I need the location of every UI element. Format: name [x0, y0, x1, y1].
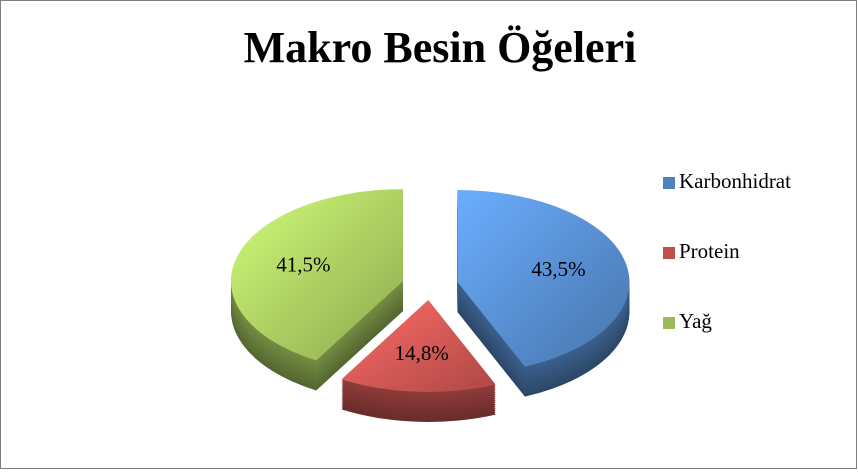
- legend-label: Karbonhidrat: [679, 169, 791, 193]
- value-label: 41,5%: [276, 252, 330, 276]
- slice: [230, 189, 403, 361]
- slice: [341, 299, 496, 392]
- value-label: 14,8%: [395, 341, 449, 365]
- legend-label: Protein: [679, 239, 740, 263]
- legend-swatch: [663, 177, 675, 189]
- slice: [457, 190, 630, 367]
- legend-swatch: [663, 247, 675, 259]
- value-label: 43,5%: [531, 257, 585, 281]
- legend-swatch: [663, 317, 675, 329]
- legend-label: Yağ: [679, 309, 712, 333]
- chart-title: Makro Besin Öğeleri: [244, 23, 637, 72]
